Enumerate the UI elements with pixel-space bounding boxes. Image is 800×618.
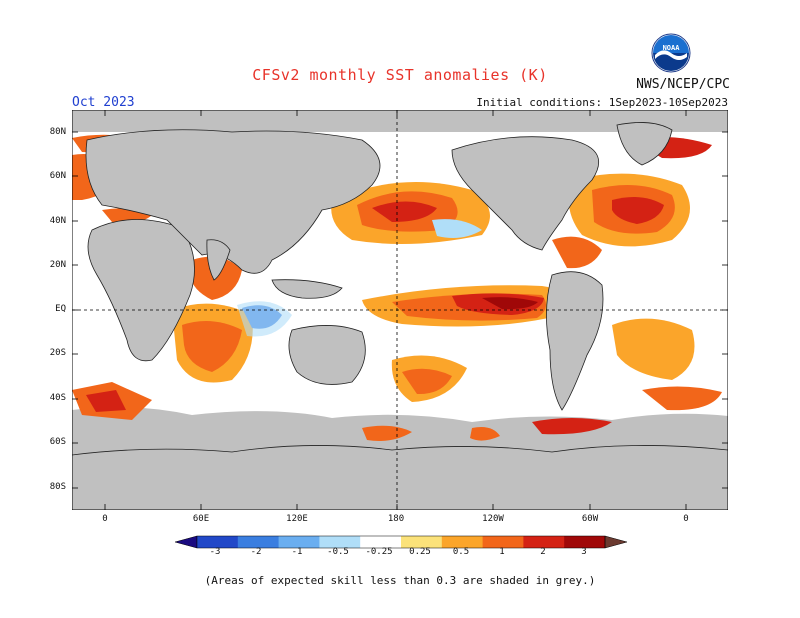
lat-label-60s: 60S xyxy=(49,437,66,447)
colorbar-bin xyxy=(441,536,484,548)
colorbar-bin xyxy=(564,536,606,548)
lat-label-20s: 20S xyxy=(49,348,66,358)
lat-label-80n: 80N xyxy=(49,127,66,137)
colorbar-tick-label: -0.25 xyxy=(365,547,393,557)
colorbar-high-extend xyxy=(604,535,627,549)
colorbar-bin xyxy=(482,536,524,548)
lon-label-60e: 60E xyxy=(192,514,210,524)
axis-ticks xyxy=(72,110,728,510)
land-masses xyxy=(72,122,728,510)
colorbar-tick-label: -1 xyxy=(291,547,303,557)
colorbar-tick-label: 2 xyxy=(540,547,546,557)
noaa-logo: NOAA xyxy=(651,33,691,73)
colorbar-frame xyxy=(196,535,606,549)
lat-label-80s: 80S xyxy=(49,482,66,492)
lat-label-40s: 40S xyxy=(49,393,66,403)
colorbar-tick-label: -0.5 xyxy=(327,547,349,557)
organization-label: NWS/NCEP/CPC xyxy=(636,77,730,92)
lon-label-0-east: 0 xyxy=(683,514,689,524)
sst-anomaly-map xyxy=(72,110,728,510)
colorbar-tick-label: 1 xyxy=(499,547,505,557)
colorbar-bin xyxy=(360,536,402,548)
map-title: CFSv2 monthly SST anomalies (K) xyxy=(252,66,548,84)
colorbar-bin xyxy=(237,536,280,548)
colorbar-bin xyxy=(197,536,239,548)
colorbar xyxy=(175,535,627,549)
skill-footnote: (Areas of expected skill less than 0.3 a… xyxy=(204,574,596,587)
colorbar-tick-label: -2 xyxy=(250,547,262,557)
lon-label-0: 0 xyxy=(102,514,108,524)
logo-text: NOAA xyxy=(663,44,681,52)
colorbar-tick-label: -3 xyxy=(209,547,221,557)
colorbar-tick-label: 3 xyxy=(581,547,587,557)
colorbar-bin xyxy=(523,536,565,548)
lat-label-60n: 60N xyxy=(49,171,66,181)
lon-label-60w: 60W xyxy=(581,514,599,524)
lon-label-120w: 120W xyxy=(482,514,504,524)
colorbar-bin xyxy=(319,536,361,548)
colorbar-low-extend xyxy=(175,535,198,549)
colorbar-tick-label: 0.25 xyxy=(409,547,431,557)
colorbar-tick-label: 0.5 xyxy=(452,547,470,557)
lat-label-20n: 20N xyxy=(49,260,66,270)
forecast-month: Oct 2023 xyxy=(72,95,135,110)
lon-label-180: 180 xyxy=(387,514,405,524)
lat-label-40n: 40N xyxy=(49,216,66,226)
initial-conditions: Initial conditions: 1Sep2023-10Sep2023 xyxy=(476,96,728,109)
colorbar-bin xyxy=(401,536,443,548)
lon-label-120e: 120E xyxy=(286,514,308,524)
colorbar-bin xyxy=(278,536,320,548)
lat-label-eq: EQ xyxy=(55,304,66,314)
